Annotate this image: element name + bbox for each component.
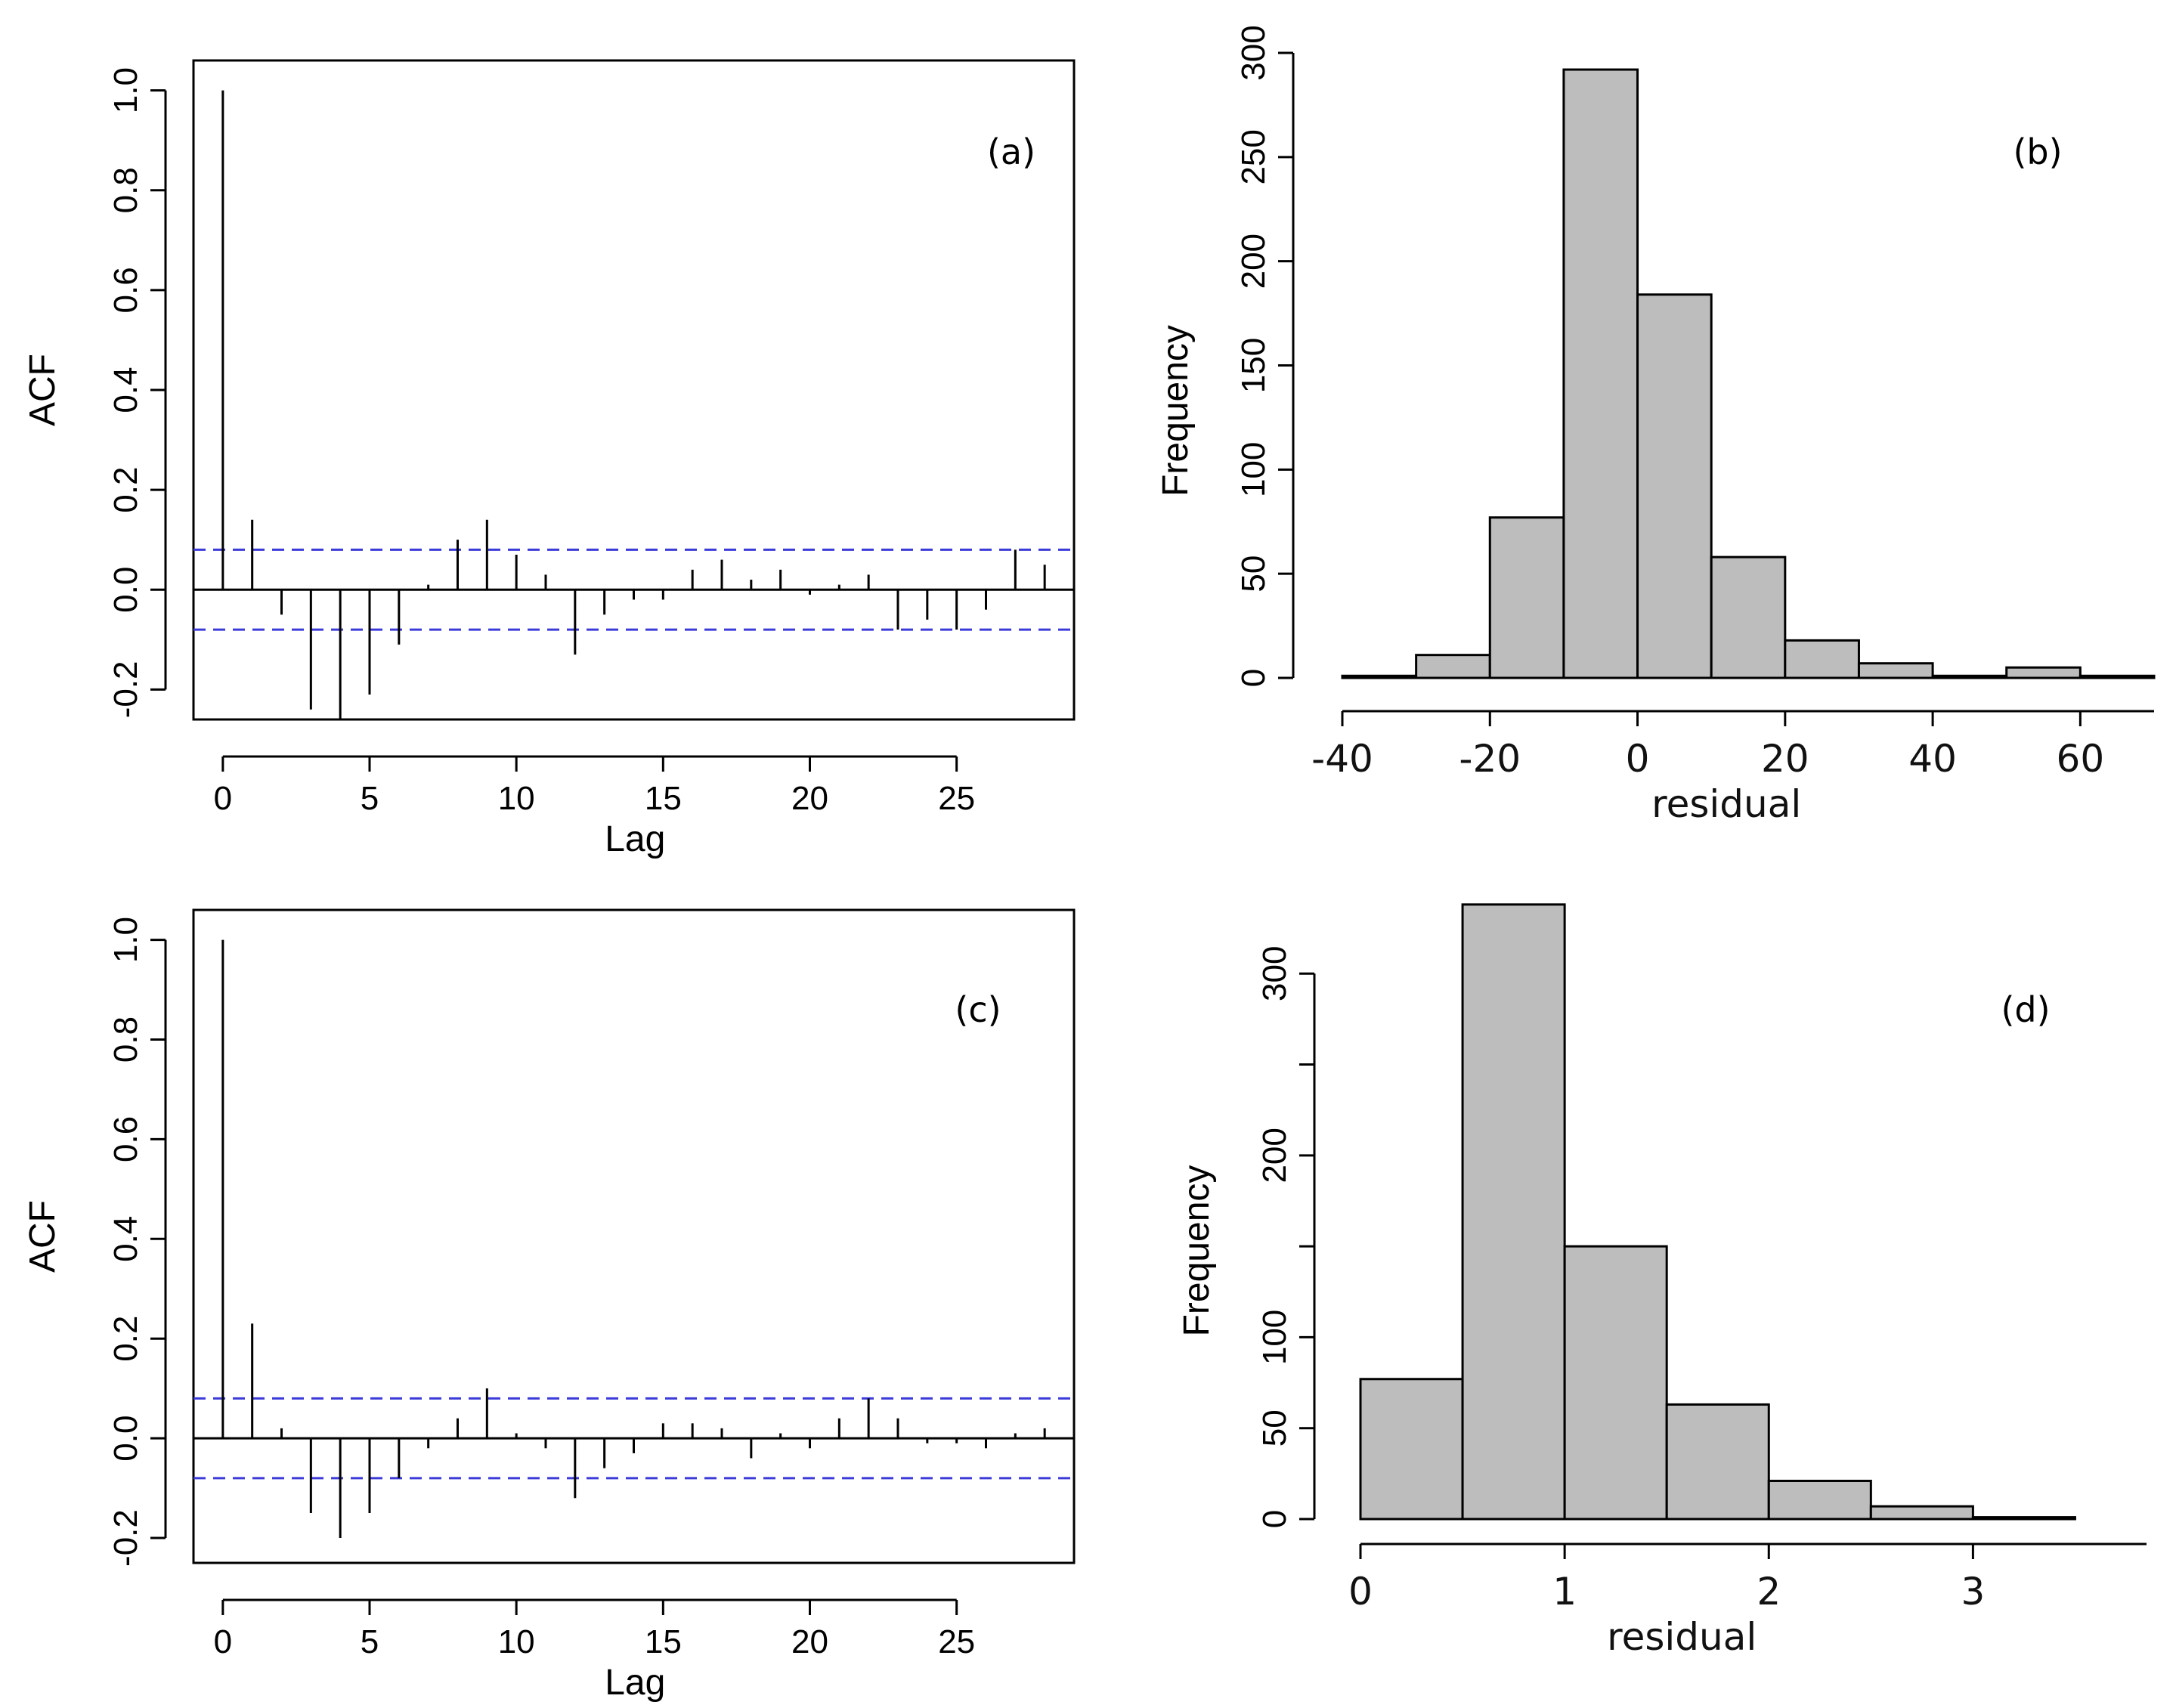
y-tick-label: 50 — [1256, 1409, 1293, 1447]
histogram-bar — [1971, 1516, 2076, 1521]
x-tick-label: 60 — [2057, 737, 2105, 781]
x-tick-label: 0 — [214, 780, 232, 817]
y-axis-title: Frequency — [1156, 325, 1196, 497]
panel-label: (a) — [987, 132, 1035, 172]
histogram-bar — [1359, 1378, 1464, 1521]
y-tick-label: 1.0 — [107, 917, 144, 963]
y-tick-label: 0.6 — [107, 1116, 144, 1162]
histogram-bar — [1636, 293, 1713, 679]
y-tick-label: 0 — [1256, 1510, 1293, 1528]
x-tick-label: 5 — [361, 1623, 379, 1660]
panel-label: (c) — [955, 989, 1001, 1030]
histogram-bar — [2005, 666, 2082, 679]
y-tick-label: 0.4 — [107, 1216, 144, 1262]
x-axis-title: residual — [1607, 1615, 1757, 1659]
y-tick-label: 0.2 — [107, 467, 144, 513]
x-tick-label: 20 — [1761, 737, 1809, 781]
y-tick-label: 0.4 — [107, 367, 144, 413]
y-tick-label: 200 — [1256, 1128, 1293, 1183]
y-tick-label: 1.0 — [107, 67, 144, 113]
y-axis-title: ACF — [23, 354, 63, 426]
y-tick-label: 0.0 — [107, 1416, 144, 1462]
x-tick-label: 40 — [1908, 737, 1957, 781]
y-tick-label: 50 — [1235, 555, 1272, 593]
x-axis-title: residual — [1651, 782, 1801, 826]
histogram-bar — [2078, 674, 2156, 679]
x-tick-label: 25 — [938, 1623, 975, 1660]
y-tick-label: 0.6 — [107, 267, 144, 313]
histogram-bar — [1857, 662, 1934, 679]
y-tick-label: 0 — [1235, 669, 1272, 687]
y-tick-label: -0.2 — [107, 1509, 144, 1567]
histogram-bar — [1665, 1403, 1770, 1521]
x-tick-label: 20 — [791, 1623, 828, 1660]
y-tick-label: 250 — [1235, 129, 1272, 184]
y-tick-label: 0.0 — [107, 567, 144, 613]
x-axis-title: Lag — [605, 1663, 665, 1703]
panel-d-histogram: 0 1 2 3 0 50 100 200 300 residual Frequency (d) — [1177, 903, 2147, 1659]
panel-a-acf-plot: 0 5 10 15 20 25 -0.2 0.0 0.2 0.4 0.6 0.8 1.0 Lag ACF (a… — [23, 59, 1076, 859]
x-tick-label: 10 — [498, 780, 535, 817]
x-tick-label: 0 — [1626, 737, 1650, 781]
histogram-bar — [1869, 1505, 1974, 1521]
x-tick-label: 25 — [938, 780, 975, 817]
y-tick-label: 0.2 — [107, 1316, 144, 1362]
x-tick-label: -20 — [1459, 737, 1521, 781]
x-tick-label: 15 — [645, 780, 682, 817]
panel-b-histogram: -40 -20 0 20 40 60 0 50 100 150 200 250 300 residual F… — [1156, 25, 2156, 826]
histogram-bar — [1341, 674, 1418, 679]
histogram-bar — [1784, 639, 1860, 679]
y-axis-title: Frequency — [1177, 1165, 1217, 1337]
x-axis-title: Lag — [605, 819, 665, 859]
y-tick-label: 100 — [1256, 1310, 1293, 1365]
y-tick-label: 100 — [1235, 442, 1272, 497]
x-tick-label: -40 — [1311, 737, 1373, 781]
x-tick-label: 3 — [1961, 1570, 1985, 1614]
histogram-bar — [1710, 555, 1787, 679]
histogram-bar — [1415, 654, 1491, 679]
panel-label: (d) — [2001, 989, 2050, 1030]
panel-label: (b) — [2013, 132, 2062, 172]
x-tick-label: 20 — [791, 780, 828, 817]
y-tick-label: 0.8 — [107, 1016, 144, 1063]
y-tick-label: -0.2 — [107, 661, 144, 718]
histogram-bar — [1931, 674, 2008, 679]
y-axis-title: ACF — [23, 1200, 63, 1273]
x-tick-label: 15 — [645, 1623, 682, 1660]
y-tick-label: 200 — [1235, 234, 1272, 289]
x-tick-label: 0 — [214, 1623, 232, 1660]
plot-frame — [192, 908, 1076, 1564]
histogram-bar — [1767, 1479, 1872, 1521]
panel-c-acf-plot: 0 5 10 15 20 25 -0.2 0.0 0.2 0.4 0.6 0.8 1.0 Lag ACF (c… — [23, 908, 1076, 1703]
x-tick-label: 2 — [1757, 1570, 1781, 1614]
x-tick-label: 5 — [361, 780, 379, 817]
histogram-bar — [1461, 903, 1566, 1521]
y-tick-label: 300 — [1235, 25, 1272, 80]
x-tick-label: 1 — [1552, 1570, 1577, 1614]
histogram-bar — [1563, 1245, 1668, 1521]
x-tick-label: 0 — [1348, 1570, 1373, 1614]
x-tick-label: 10 — [498, 1623, 535, 1660]
plot-frame — [192, 59, 1076, 721]
y-tick-label: 150 — [1235, 338, 1272, 393]
histogram-bar — [1488, 516, 1565, 679]
y-tick-label: 300 — [1256, 946, 1293, 1001]
y-tick-label: 0.8 — [107, 167, 144, 213]
histogram-bar — [1562, 68, 1639, 679]
